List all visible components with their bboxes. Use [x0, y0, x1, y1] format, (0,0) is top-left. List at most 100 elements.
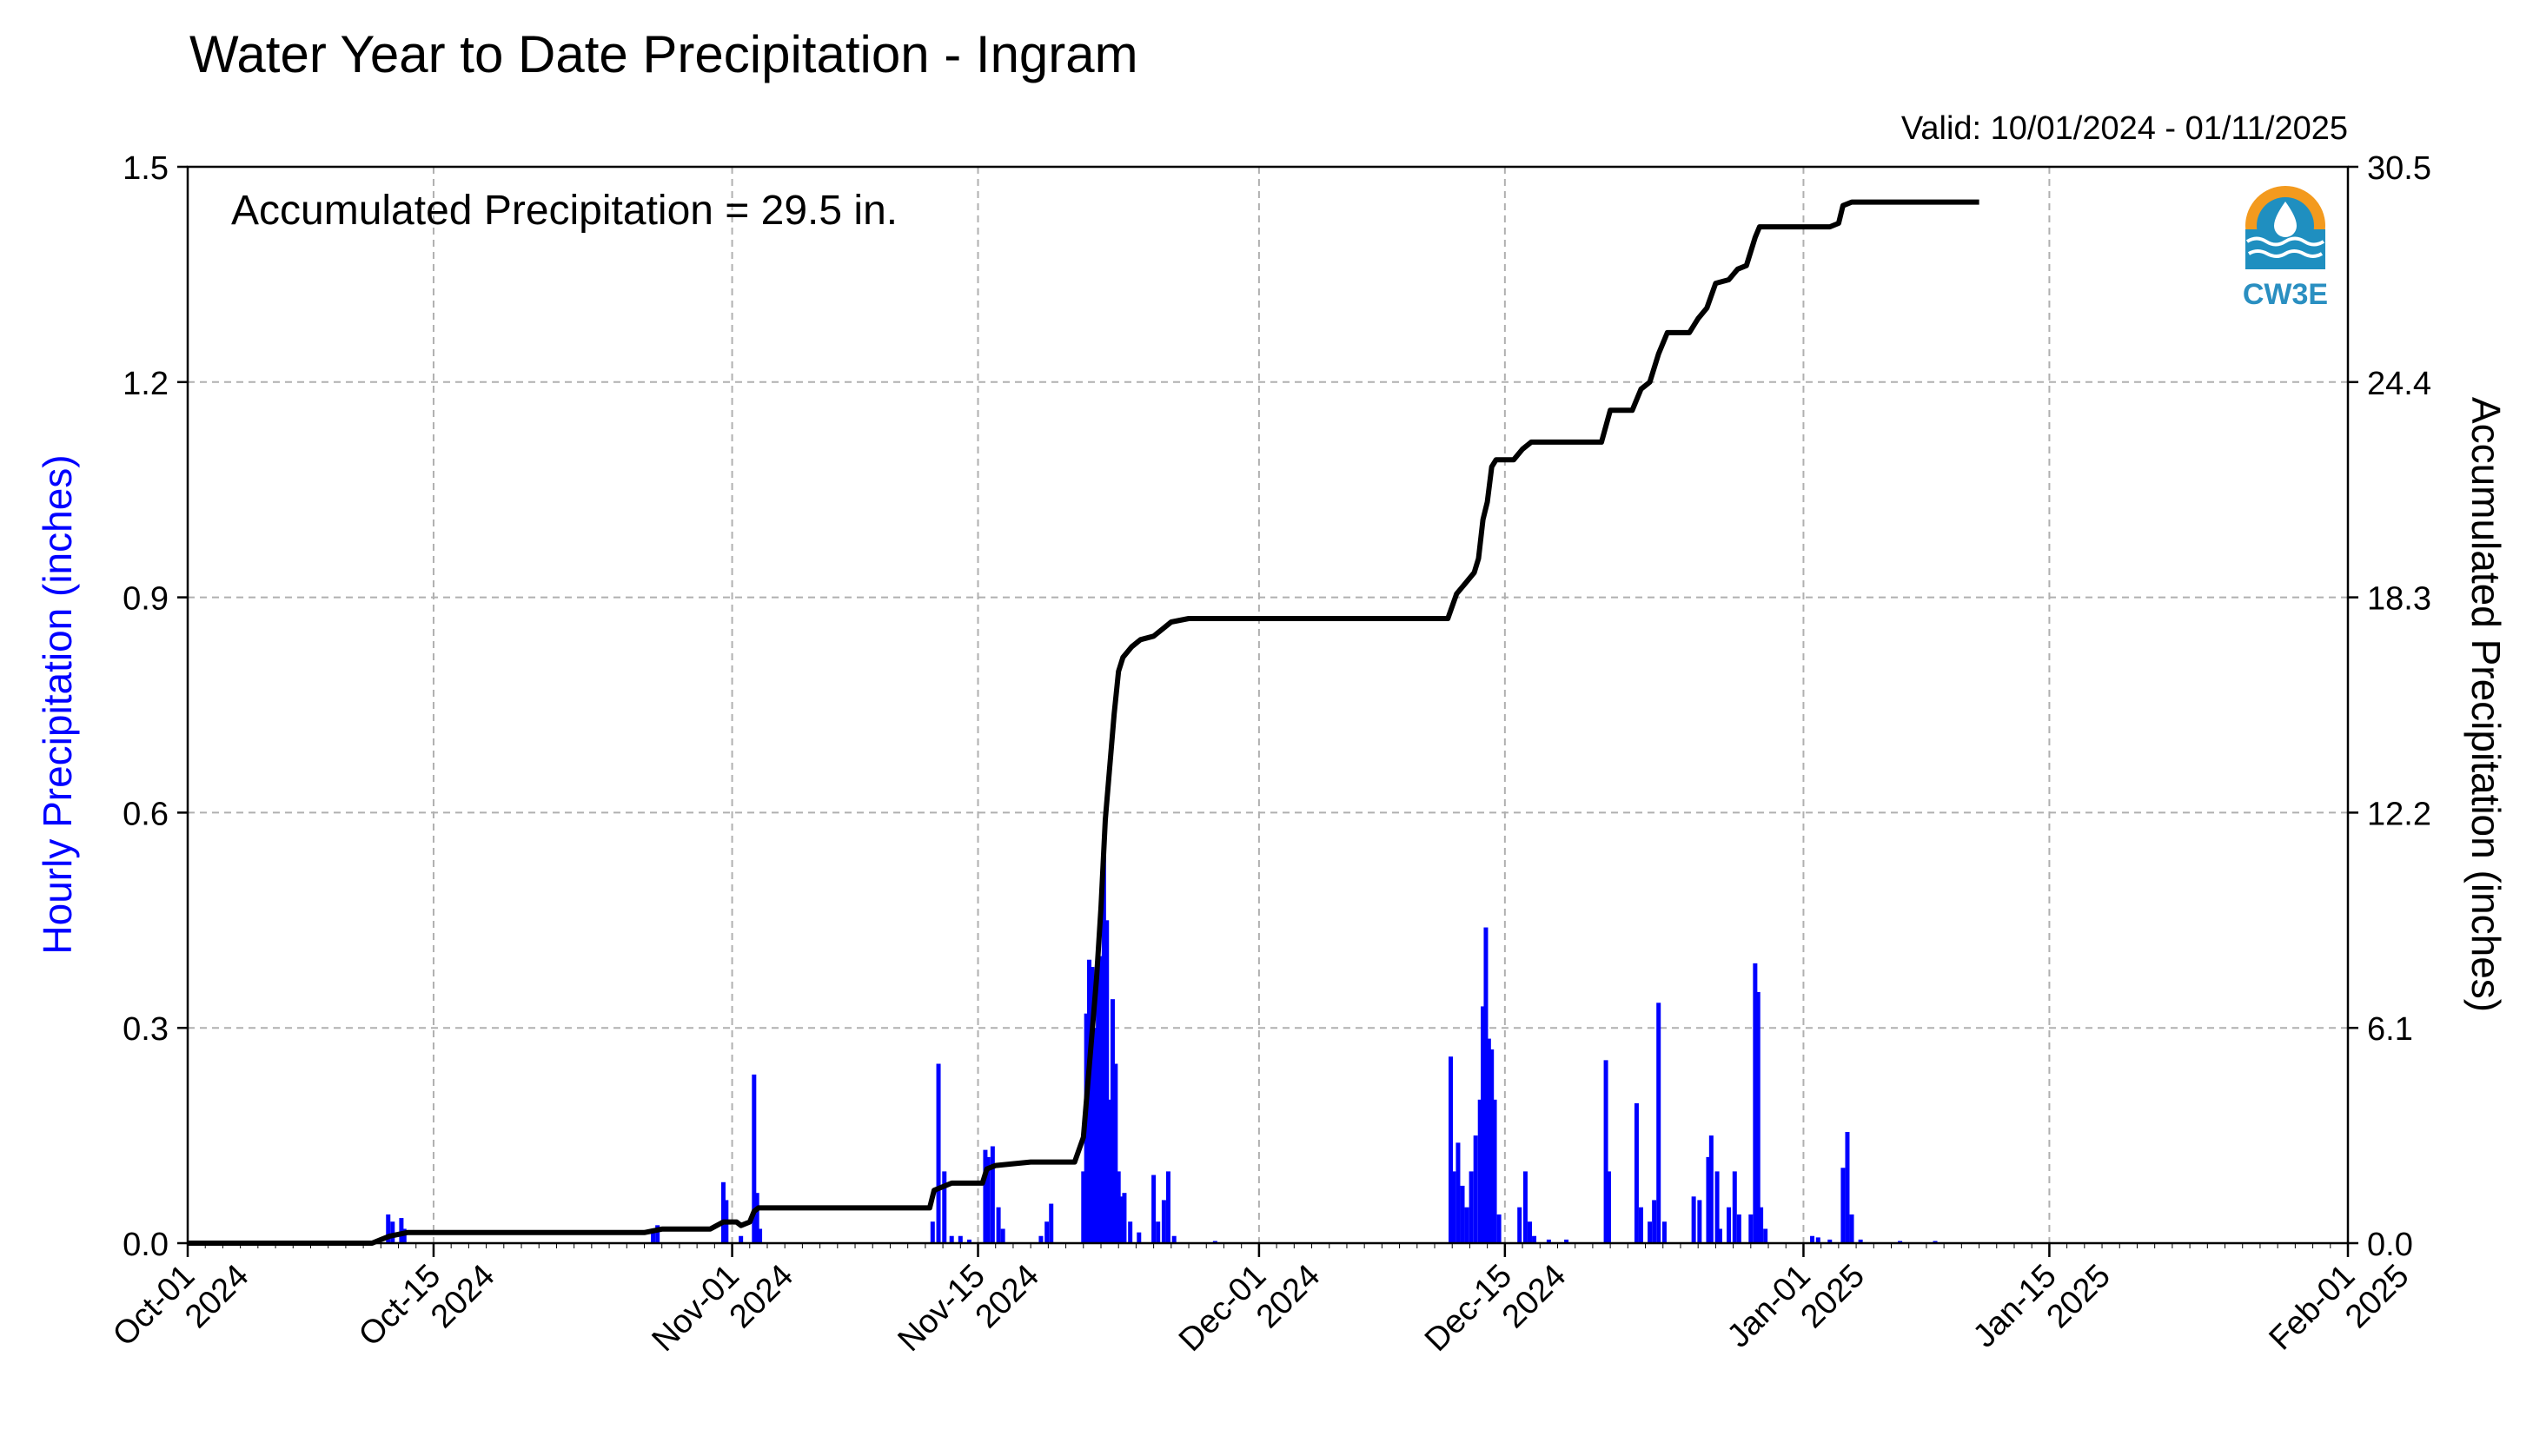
- hourly-bar: [399, 1218, 404, 1243]
- hourly-bar: [1527, 1221, 1532, 1243]
- accumulated-line: [188, 199, 1979, 1246]
- hourly-bar: [1113, 1063, 1118, 1243]
- hourly-bar: [1455, 1142, 1461, 1243]
- hourly-bar: [1128, 1221, 1133, 1243]
- hourly-bar: [1648, 1221, 1653, 1243]
- hourly-bar: [1492, 1099, 1497, 1243]
- hourly-bar: [1691, 1196, 1696, 1243]
- hourly-bar: [1708, 1135, 1714, 1243]
- hourly-bar: [1652, 1200, 1657, 1243]
- hourly-bar: [1496, 1214, 1502, 1243]
- hourly-bar: [983, 1149, 988, 1243]
- hourly-bar: [758, 1228, 763, 1243]
- hourly-bar: [1110, 999, 1115, 1243]
- hourly-bar: [1517, 1207, 1522, 1243]
- hourly-bar: [655, 1225, 660, 1243]
- right-axis-label: Accumulated Precipitation (inches): [2463, 397, 2509, 1012]
- hourly-bar: [985, 1156, 991, 1243]
- hourly-bar: [1727, 1207, 1732, 1243]
- hourly-bar: [1081, 1171, 1086, 1243]
- hourly-bar: [386, 1214, 391, 1243]
- logo-text: CW3E: [2243, 278, 2328, 311]
- cw3e-logo: CW3E: [2243, 186, 2328, 311]
- hourly-bar: [754, 1193, 759, 1243]
- valid-range: Valid: 10/01/2024 - 01/11/2025: [1901, 110, 2348, 147]
- hourly-bar: [1137, 1232, 1142, 1243]
- hourly-bar: [1477, 1099, 1482, 1243]
- hourly-bar: [1483, 927, 1489, 1243]
- hourly-bar: [1606, 1171, 1611, 1243]
- hourly-bar: [1732, 1171, 1737, 1243]
- left-axis-label: Hourly Precipitation (inches): [35, 454, 80, 954]
- hourly-bar: [1116, 1171, 1121, 1243]
- left-tick-label: 0.9: [123, 581, 169, 618]
- hourly-bar: [1845, 1131, 1850, 1243]
- hourly-bar: [1661, 1221, 1667, 1243]
- hourly-bar: [1634, 1102, 1639, 1243]
- hourly-bar: [1717, 1228, 1722, 1243]
- hourly-bar: [1165, 1171, 1170, 1243]
- left-tick-label: 1.5: [123, 150, 169, 187]
- hourly-bar: [1101, 848, 1106, 1243]
- right-tick-label: 24.4: [2367, 366, 2431, 402]
- hourly-bars: [386, 848, 1938, 1243]
- hourly-bar: [1638, 1207, 1643, 1243]
- hourly-bar: [1763, 1228, 1768, 1243]
- hourly-bar: [720, 1181, 726, 1243]
- right-tick-label: 18.3: [2367, 581, 2431, 618]
- hourly-bar: [752, 1074, 757, 1243]
- hourly-bar: [1451, 1171, 1456, 1243]
- hourly-bar: [1486, 1038, 1491, 1243]
- hourly-bar: [1122, 1193, 1127, 1243]
- left-tick-label: 0.0: [123, 1227, 169, 1263]
- hourly-bar: [1759, 1207, 1764, 1243]
- hourly-bar: [1449, 1056, 1454, 1243]
- hourly-bar: [1161, 1200, 1166, 1243]
- left-axis-ticks: 0.0 0.3 0.6 0.9 1.2 1.5: [123, 150, 188, 1263]
- hourly-bar: [1092, 1028, 1097, 1243]
- plot-frame: [186, 165, 2350, 1245]
- hourly-bar: [949, 1235, 954, 1243]
- hourly-bar: [1469, 1171, 1474, 1243]
- hourly-bar: [1096, 977, 1101, 1243]
- hourly-bar: [1049, 1203, 1054, 1243]
- hourly-bar: [1104, 920, 1110, 1243]
- hourly-bar: [1858, 1239, 1863, 1243]
- logo-wave-1: [2245, 236, 2325, 247]
- hourly-bar: [1656, 1003, 1661, 1243]
- right-tick-label: 12.2: [2367, 796, 2431, 832]
- hourly-bar: [1753, 963, 1758, 1243]
- hourly-bar: [1736, 1214, 1741, 1243]
- right-tick-label: 0.0: [2367, 1227, 2413, 1263]
- hourly-bar: [1464, 1207, 1469, 1243]
- hourly-bar: [651, 1228, 656, 1243]
- hourly-bar: [1810, 1235, 1815, 1243]
- hourly-bar: [936, 1063, 941, 1243]
- hourly-bar: [1603, 1060, 1608, 1243]
- gridlines: [188, 166, 2348, 1244]
- hourly-bar: [996, 1207, 1001, 1243]
- hourly-bar: [1473, 1135, 1478, 1243]
- hourly-bar: [1087, 959, 1092, 1243]
- hourly-bar: [1038, 1235, 1044, 1243]
- hourly-bar: [1564, 1239, 1569, 1243]
- hourly-bar: [1044, 1221, 1050, 1243]
- hourly-bar: [1697, 1200, 1702, 1243]
- droplet-icon: [2274, 202, 2297, 237]
- hourly-bar: [1107, 1099, 1112, 1243]
- hourly-bar: [1171, 1235, 1177, 1243]
- hourly-bar: [1481, 1006, 1486, 1243]
- hourly-bar: [990, 1146, 995, 1243]
- chart-title: Water Year to Date Precipitation - Ingra…: [189, 25, 1138, 83]
- hourly-bar: [1714, 1171, 1720, 1243]
- hourly-bar: [1098, 956, 1104, 1243]
- left-tick-label: 0.3: [123, 1011, 169, 1048]
- hourly-bar: [1522, 1171, 1528, 1243]
- right-tick-label: 6.1: [2367, 1011, 2413, 1048]
- hourly-bar: [739, 1235, 744, 1243]
- hourly-bar: [1827, 1239, 1833, 1243]
- hourly-bar: [1156, 1221, 1161, 1243]
- hourly-bar: [1755, 991, 1761, 1243]
